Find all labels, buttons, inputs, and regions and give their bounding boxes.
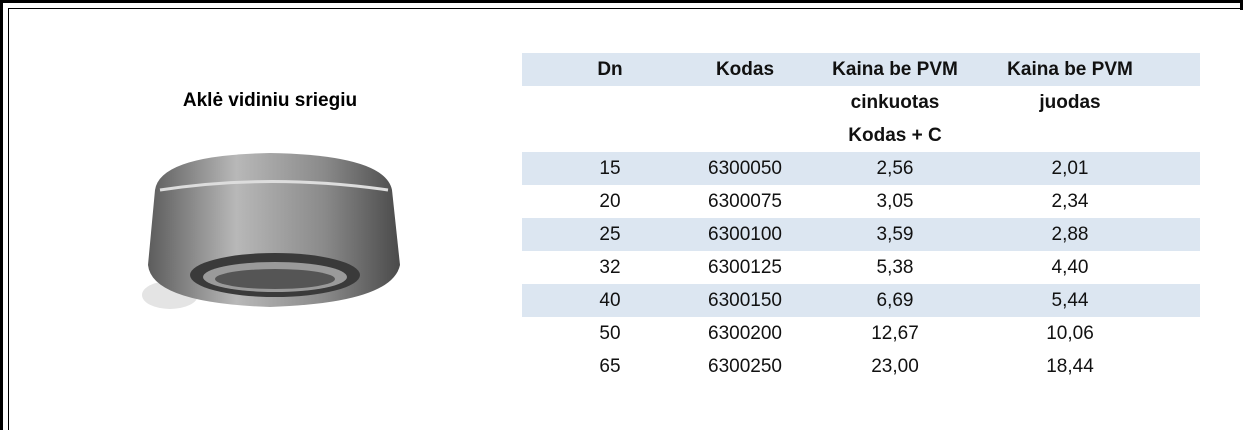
table-cell: 4,40 bbox=[1005, 251, 1135, 284]
border bbox=[8, 8, 9, 430]
table-cell: 25 bbox=[545, 218, 675, 251]
border bbox=[8, 8, 1240, 9]
table-cell: 6300050 bbox=[680, 152, 810, 185]
table-cell: 15 bbox=[545, 152, 675, 185]
table-cell: 6300100 bbox=[680, 218, 810, 251]
table-cell: 6,69 bbox=[830, 284, 960, 317]
header-cell: juodas bbox=[1005, 86, 1135, 119]
table-cell: 5,38 bbox=[830, 251, 960, 284]
header-cell: Kaina be PVM bbox=[1005, 53, 1135, 86]
table-cell: 2,88 bbox=[1005, 218, 1135, 251]
table-cell: 50 bbox=[545, 317, 675, 350]
border bbox=[1240, 0, 1243, 10]
table-cell: 18,44 bbox=[1005, 350, 1135, 383]
table-cell: 6300150 bbox=[680, 284, 810, 317]
table-cell: 6300075 bbox=[680, 185, 810, 218]
table-cell: 3,05 bbox=[830, 185, 960, 218]
table-cell: 65 bbox=[545, 350, 675, 383]
product-title: Aklė vidiniu sriegiu bbox=[120, 86, 420, 116]
table-cell: 2,01 bbox=[1005, 152, 1135, 185]
page: Aklė vidiniu sriegiu DnKodas Kaina be PVM… bbox=[0, 0, 1249, 430]
table-cell: 2,34 bbox=[1005, 185, 1135, 218]
table-cell: 6300200 bbox=[680, 317, 810, 350]
table-cell: 10,06 bbox=[1005, 317, 1135, 350]
table-cell: 3,59 bbox=[830, 218, 960, 251]
header-cell: Dn bbox=[545, 53, 675, 86]
header-cell: Kodas + C bbox=[830, 119, 960, 152]
table-cell: 5,44 bbox=[1005, 284, 1135, 317]
border bbox=[0, 0, 3, 430]
table-cell: 2,56 bbox=[830, 152, 960, 185]
table-cell: 32 bbox=[545, 251, 675, 284]
header-cell: Kodas bbox=[680, 53, 810, 86]
table-cell: 12,67 bbox=[830, 317, 960, 350]
table-cell: 6300250 bbox=[680, 350, 810, 383]
header-cell: Kaina be PVM bbox=[830, 53, 960, 86]
table-cell: 23,00 bbox=[830, 350, 960, 383]
table-cell: 40 bbox=[545, 284, 675, 317]
table-cell: 20 bbox=[545, 185, 675, 218]
border bbox=[0, 0, 1243, 3]
header-cell: cinkuotas bbox=[830, 86, 960, 119]
table-cell: 6300125 bbox=[680, 251, 810, 284]
product-image bbox=[130, 145, 415, 325]
